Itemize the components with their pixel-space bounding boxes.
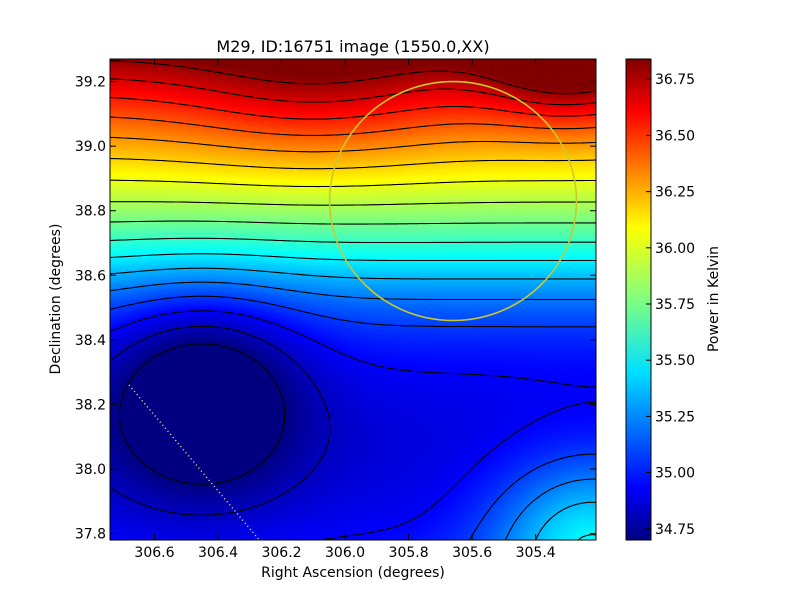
x-tick-label: 305.8 — [389, 545, 429, 561]
contour-line — [110, 96, 596, 120]
contour-lines — [110, 60, 596, 540]
x-tick-label: 306.6 — [134, 545, 174, 561]
contour-line — [110, 179, 596, 188]
chart-title: M29, ID:16751 image (1550.0,XX) — [216, 37, 489, 56]
y-tick-label: 38.6 — [75, 268, 106, 284]
contour-line — [110, 220, 596, 225]
colorbar-tick-label: 35.50 — [655, 353, 695, 369]
x-tick-label: 306.2 — [261, 545, 301, 561]
x-axis-ticks: 306.6 306.4 306.2 306.0 305.8 305.6 305.4 — [134, 59, 556, 561]
x-tick-label: 306.4 — [198, 545, 238, 561]
contour-line — [110, 78, 596, 106]
y-tick-label: 38.0 — [75, 462, 106, 478]
colorbar-tick-label: 35.75 — [655, 297, 695, 313]
y-axis-ticks: 37.8 38.0 38.2 38.4 38.6 38.8 39.0 39.2 — [75, 75, 596, 543]
colorbar-tick-label: 36.25 — [655, 185, 695, 201]
contour-line — [110, 201, 596, 206]
dotted-track-line — [128, 384, 260, 540]
plot-area: 306.6 306.4 306.2 306.0 305.8 305.6 305.4 37.8… — [75, 58, 597, 561]
x-axis-label: Right Ascension (degrees) — [261, 565, 445, 581]
colorbar-tick-label: 36.50 — [655, 128, 695, 144]
contour-line — [110, 237, 596, 244]
contour-line — [110, 295, 596, 540]
contour-line — [110, 136, 596, 153]
colorbar: 34.75 35.00 35.25 35.50 35.75 36.00 36.25 36.50… — [625, 58, 722, 541]
beam-circle — [328, 80, 578, 322]
y-tick-label: 39.0 — [75, 139, 106, 155]
x-tick-label: 305.4 — [516, 545, 556, 561]
colorbar-label: Power in Kelvin — [706, 246, 722, 352]
colorbar-tick-label: 36.75 — [655, 72, 695, 88]
colorbar-gradient — [625, 58, 652, 541]
x-tick-label: 305.6 — [452, 545, 492, 561]
x-tick-label: 306.0 — [325, 545, 365, 561]
y-tick-label: 37.8 — [75, 527, 106, 543]
contour-line — [110, 157, 596, 170]
contour-line — [110, 310, 596, 540]
y-tick-label: 38.8 — [75, 204, 106, 220]
contour-line — [110, 267, 596, 540]
colorbar-ticks: 34.75 35.00 35.25 35.50 35.75 36.00 36.25 36.50… — [646, 72, 695, 538]
contour-line — [110, 60, 596, 95]
annotation-layer — [128, 80, 578, 540]
plot-frame — [109, 58, 597, 541]
colorbar-tick-label: 34.75 — [655, 522, 695, 538]
y-tick-label: 38.2 — [75, 397, 106, 413]
y-tick-label: 39.2 — [75, 75, 106, 91]
colorbar-tick-label: 35.00 — [655, 466, 695, 482]
y-tick-label: 38.4 — [75, 333, 106, 349]
colorbar-tick-label: 35.25 — [655, 409, 695, 425]
contour-line — [110, 325, 331, 516]
y-axis-label: Declination (degrees) — [48, 224, 64, 375]
contour-line — [118, 343, 286, 485]
colorbar-tick-label: 36.00 — [655, 241, 695, 257]
